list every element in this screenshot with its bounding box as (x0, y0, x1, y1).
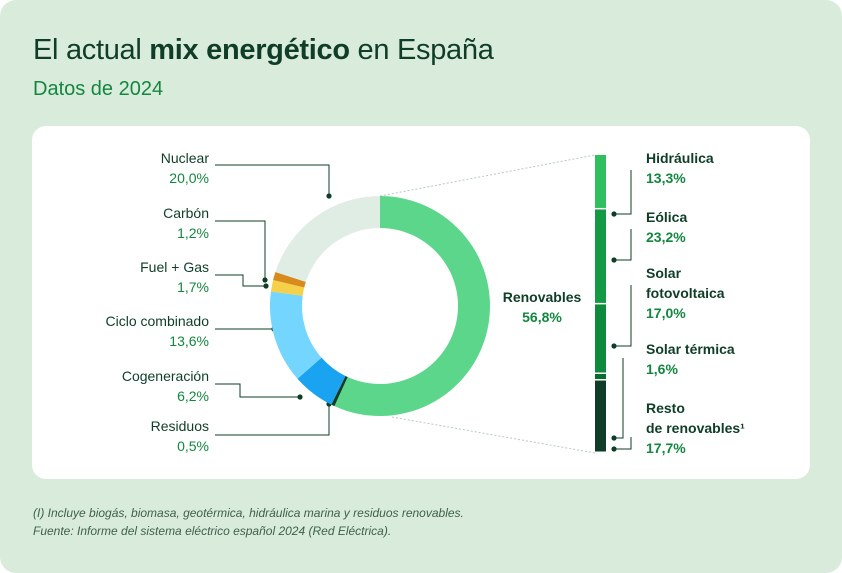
breakdown-value-solar-fotovoltaica: 17,0% (646, 305, 686, 321)
slice-labels: Residuos 0,5% Cogeneración 6,2% Ciclo combin… (106, 150, 746, 456)
leader-dot-nuclear (326, 193, 332, 199)
label-value-residuos: 0,5% (177, 438, 209, 454)
footnote-note: (I) Incluye biogás, biomasa, geotérmica,… (33, 506, 464, 520)
bar-segment-resto-de-renovables (595, 380, 606, 452)
leader-line-carbon (215, 220, 266, 280)
breakdown-leader-eolica (614, 229, 632, 261)
breakdown-name-solar-fotovoltaica: Solar fotovoltaica (646, 265, 725, 301)
chart-card (32, 126, 810, 479)
breakdown-value-solar-termica: 1,6% (646, 361, 678, 377)
label-value-ciclo-combinado: 13,6% (169, 333, 209, 349)
breakdown-name-hidraulica: Hidráulica (646, 150, 714, 166)
leader-dot-cogeneracion (297, 394, 303, 400)
title-pre: El actual (33, 34, 150, 66)
label-value-fuel-gas: 1,7% (177, 279, 209, 295)
slice-nuclear (275, 196, 380, 282)
footnote-source: Fuente: Informe del sistema eléctrico es… (33, 524, 392, 538)
leader-line-nuclear (215, 164, 330, 196)
page-title: El actual mix energético en España (33, 34, 494, 67)
bar-segment-solar-fotovoltaica (595, 304, 606, 373)
leader-dot-fuel-gas (263, 283, 269, 289)
connector-lines (215, 154, 632, 454)
label-value-carbon: 1,2% (177, 225, 209, 241)
slice-cogeneracion (297, 357, 346, 405)
breakdown-dot-solar-termica (611, 435, 617, 441)
label-value-nuclear: 20,0% (169, 170, 209, 186)
label-name-nuclear: Nuclear (161, 150, 210, 166)
breakdown-value-eolica: 23,2% (646, 229, 686, 245)
breakdown-name-eolica: Eólica (646, 209, 687, 225)
breakdown-value-hidraulica: 13,3% (646, 170, 686, 186)
leader-dot-carbon (262, 277, 268, 283)
breakdown-dot-solar-fotovoltaica (611, 343, 617, 349)
label-name-residuos: Residuos (151, 418, 209, 434)
label-value-cogeneracion: 6,2% (177, 388, 209, 404)
label-name-ciclo-combinado: Ciclo combinado (106, 313, 210, 329)
renewables-breakdown-bar (595, 155, 606, 452)
bar-segment-eolica (595, 209, 606, 303)
breakdown-name-resto-de-renovables: Resto de renovables¹ (646, 400, 745, 436)
bar-segment-solar-termica (595, 373, 606, 380)
donut-slices (270, 196, 490, 416)
leader-line-residuos (215, 404, 330, 436)
label-name-carbon: Carbón (163, 205, 209, 221)
bar-segment-hidraulica (595, 155, 606, 208)
slice-renovables (334, 196, 490, 416)
projection-line-top (379, 154, 596, 197)
label-name-renovables: Renovables (503, 289, 582, 305)
label-name-fuel-gas: Fuel + Gas (140, 259, 209, 275)
slice-residuos (331, 375, 348, 407)
title-bold: mix energético (149, 34, 350, 66)
leader-line-cogeneracion (215, 383, 300, 398)
breakdown-dot-hidraulica (611, 211, 617, 217)
breakdown-leader-resto-de-renovables (614, 437, 632, 450)
breakdown-leader-hidraulica (614, 170, 632, 215)
page-subtitle: Datos de 2024 (33, 78, 164, 100)
label-name-cogeneracion: Cogeneración (122, 368, 209, 384)
slice-fuel-gas (270, 279, 305, 296)
breakdown-value-resto-de-renovables: 17,7% (646, 440, 686, 456)
slice-carbon (273, 272, 306, 288)
projection-line-bottom (391, 416, 596, 454)
breakdown-leader-solar-termica (614, 358, 624, 439)
breakdown-dot-resto-de-renovables (611, 446, 617, 452)
label-value-renovables: 56,8% (522, 309, 562, 325)
slice-ciclo-combinado (270, 291, 322, 379)
title-post: en España (349, 34, 494, 66)
leader-line-fuel-gas (215, 274, 266, 287)
breakdown-dot-eolica (611, 257, 617, 263)
breakdown-name-solar-termica: Solar térmica (646, 341, 735, 357)
breakdown-leader-solar-fotovoltaica (614, 285, 632, 347)
